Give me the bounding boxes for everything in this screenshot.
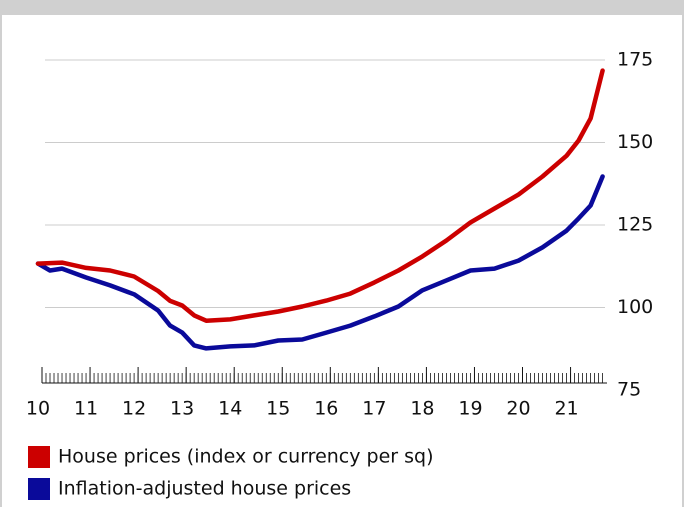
x-tick-label: 16 [314,398,338,420]
x-tick-label: 11 [74,398,98,420]
y-tick-label: 125 [617,214,653,236]
x-tick-label: 17 [362,398,386,420]
y-tick-label: 100 [617,296,653,318]
legend-swatch [28,478,50,500]
x-tick-label: 10 [26,398,50,420]
y-tick-label: 75 [617,379,641,401]
legend-label: Inflation-adjusted house prices [58,478,351,500]
series-line [35,174,605,351]
y-tick-label: 150 [617,131,653,153]
header-bar [0,0,684,15]
x-tick-label: 15 [266,398,290,420]
frame-left [0,0,2,507]
x-tick-label: 18 [410,398,434,420]
y-tick-label: 175 [617,49,653,71]
series-line [35,68,605,323]
legend-swatch [28,446,50,468]
legend-label: House prices (index or currency per sq) [58,446,434,468]
x-tick-label: 14 [218,398,242,420]
x-tick-label: 20 [506,398,530,420]
x-tick-label: 12 [122,398,146,420]
x-tick-label: 13 [170,398,194,420]
frame-right [682,0,684,507]
x-tick-label: 19 [458,398,482,420]
x-tick-label: 21 [554,398,578,420]
